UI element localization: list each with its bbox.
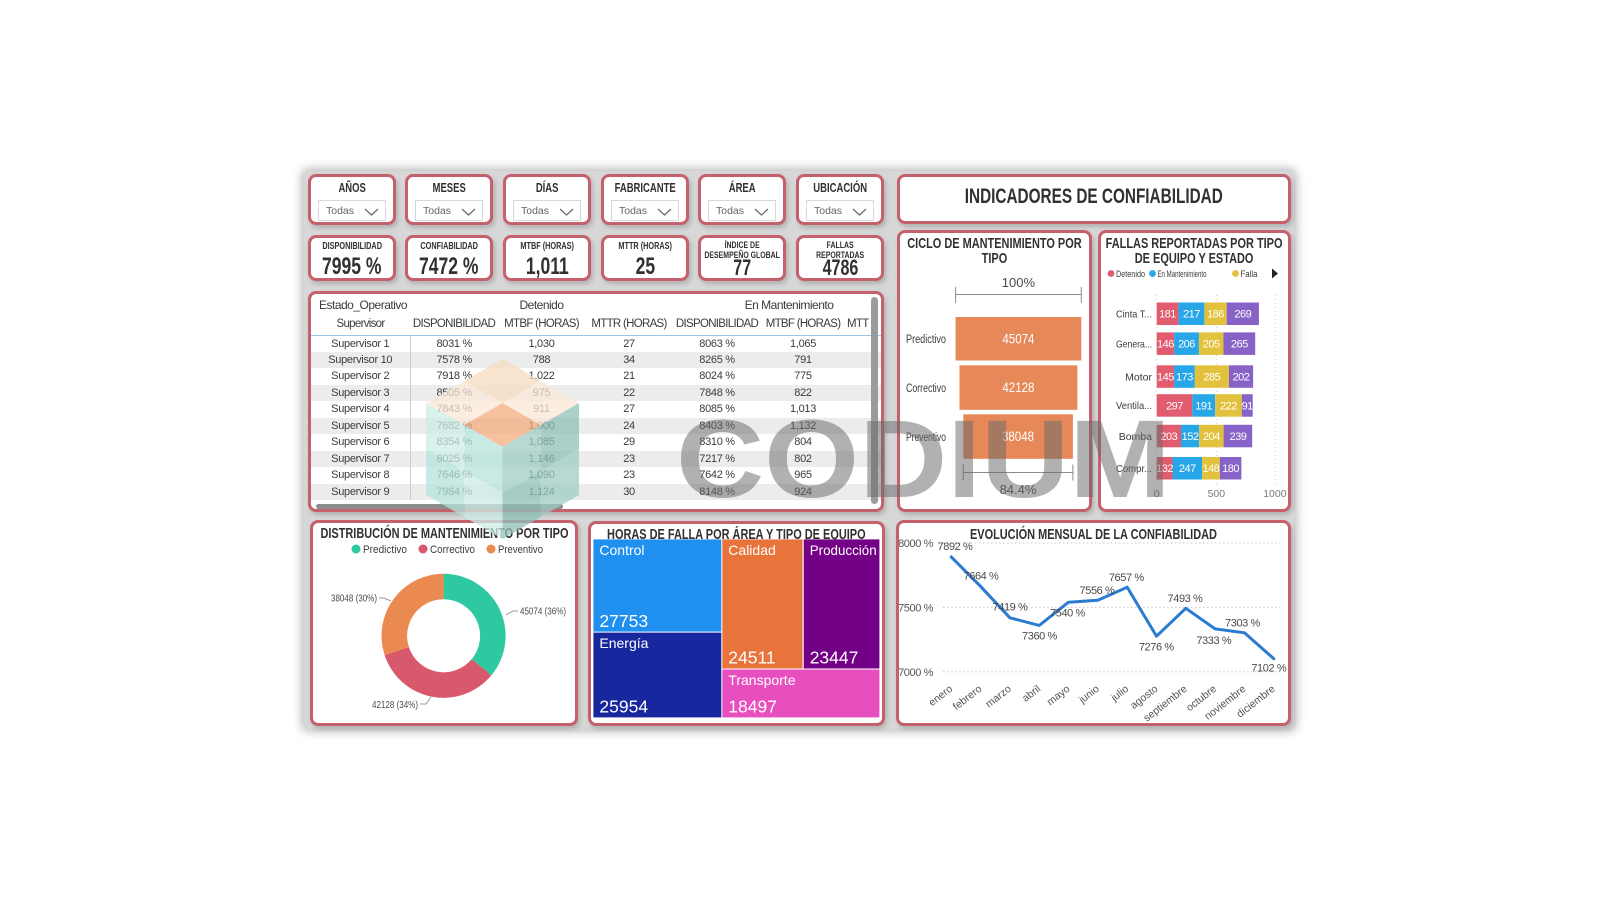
svg-text:42128: 42128 xyxy=(1002,380,1034,395)
svg-text:7664 %: 7664 % xyxy=(964,571,1000,583)
svg-text:100%: 100% xyxy=(1002,275,1036,290)
svg-text:247: 247 xyxy=(1179,463,1196,475)
svg-text:Producción: Producción xyxy=(810,542,877,558)
svg-text:7892 %: 7892 % xyxy=(938,541,974,553)
svg-text:Preventivo: Preventivo xyxy=(498,544,543,556)
svg-text:181: 181 xyxy=(1159,309,1176,321)
svg-text:Correctivo: Correctivo xyxy=(430,544,475,556)
svg-text:7360 %: 7360 % xyxy=(1022,631,1058,643)
svg-text:Predictivo: Predictivo xyxy=(363,544,407,556)
svg-text:91: 91 xyxy=(1242,400,1254,412)
svg-text:7657 %: 7657 % xyxy=(1109,572,1145,584)
svg-text:marzo: marzo xyxy=(983,683,1014,711)
svg-text:186: 186 xyxy=(1207,309,1224,321)
svg-text:45074 (36%): 45074 (36%) xyxy=(520,606,566,618)
svg-text:mayo: mayo xyxy=(1045,683,1073,708)
svg-text:Detenido: Detenido xyxy=(1116,269,1145,280)
svg-text:269: 269 xyxy=(1234,309,1251,321)
svg-text:202: 202 xyxy=(1233,372,1250,384)
svg-text:45074: 45074 xyxy=(1002,332,1034,347)
svg-text:Cinta T...: Cinta T... xyxy=(1116,309,1152,321)
svg-text:500: 500 xyxy=(1208,488,1226,500)
svg-text:0: 0 xyxy=(1154,488,1160,500)
svg-text:132: 132 xyxy=(1156,463,1173,475)
svg-text:23447: 23447 xyxy=(810,648,859,668)
svg-text:abril: abril xyxy=(1020,683,1043,705)
svg-text:En Mantenimiento: En Mantenimiento xyxy=(1158,269,1207,280)
svg-text:7000 %: 7000 % xyxy=(899,667,934,679)
svg-text:24511: 24511 xyxy=(728,648,775,668)
svg-text:Preventivo: Preventivo xyxy=(906,432,946,444)
svg-text:38048 (30%): 38048 (30%) xyxy=(331,593,377,605)
svg-text:Correctivo: Correctivo xyxy=(906,383,946,395)
svg-text:152: 152 xyxy=(1182,431,1199,443)
svg-text:38048: 38048 xyxy=(1002,429,1034,444)
svg-text:148: 148 xyxy=(1202,463,1219,475)
svg-text:206: 206 xyxy=(1178,339,1195,351)
svg-text:1000: 1000 xyxy=(1263,488,1287,500)
svg-text:27753: 27753 xyxy=(599,611,648,631)
svg-text:7540 %: 7540 % xyxy=(1050,608,1086,620)
svg-text:Transporte: Transporte xyxy=(728,672,795,688)
svg-text:Bomba: Bomba xyxy=(1119,431,1152,443)
svg-text:Control: Control xyxy=(599,542,644,558)
svg-text:febrero: febrero xyxy=(951,683,985,713)
svg-text:Genera...: Genera... xyxy=(1116,338,1152,350)
svg-text:203: 203 xyxy=(1160,431,1177,443)
svg-text:25954: 25954 xyxy=(599,697,648,717)
svg-text:18497: 18497 xyxy=(728,697,777,717)
svg-text:297: 297 xyxy=(1166,400,1183,412)
svg-text:Motor: Motor xyxy=(1125,371,1152,383)
svg-text:7556 %: 7556 % xyxy=(1080,585,1116,597)
svg-text:217: 217 xyxy=(1183,309,1200,321)
svg-text:7102 %: 7102 % xyxy=(1251,663,1287,675)
svg-text:7333 %: 7333 % xyxy=(1196,635,1232,647)
svg-text:84.4%: 84.4% xyxy=(1000,482,1037,497)
svg-text:7303 %: 7303 % xyxy=(1225,618,1261,630)
svg-text:42128 (34%): 42128 (34%) xyxy=(372,699,418,711)
svg-text:145: 145 xyxy=(1157,372,1174,384)
svg-text:173: 173 xyxy=(1176,372,1193,384)
svg-text:8000 %: 8000 % xyxy=(899,538,934,550)
svg-text:7419 %: 7419 % xyxy=(993,601,1029,613)
svg-text:7493 %: 7493 % xyxy=(1168,593,1204,605)
svg-text:191: 191 xyxy=(1195,400,1212,412)
svg-text:Energía: Energía xyxy=(599,635,648,651)
svg-text:Falla: Falla xyxy=(1241,269,1259,280)
svg-text:239: 239 xyxy=(1229,431,1246,443)
svg-text:265: 265 xyxy=(1231,339,1248,351)
svg-text:7276 %: 7276 % xyxy=(1139,641,1175,653)
svg-text:205: 205 xyxy=(1203,339,1220,351)
svg-text:204: 204 xyxy=(1203,431,1220,443)
svg-text:julio: julio xyxy=(1108,683,1131,705)
svg-text:Compr...: Compr... xyxy=(1116,463,1152,475)
svg-text:146: 146 xyxy=(1157,339,1174,351)
svg-text:Ventila...: Ventila... xyxy=(1116,400,1152,412)
svg-text:junio: junio xyxy=(1076,683,1102,707)
svg-text:285: 285 xyxy=(1203,372,1220,384)
svg-text:222: 222 xyxy=(1220,400,1237,412)
svg-text:180: 180 xyxy=(1222,463,1239,475)
svg-text:Calidad: Calidad xyxy=(728,542,775,558)
svg-text:7500 %: 7500 % xyxy=(899,602,934,614)
svg-text:Predictivo: Predictivo xyxy=(906,334,946,346)
